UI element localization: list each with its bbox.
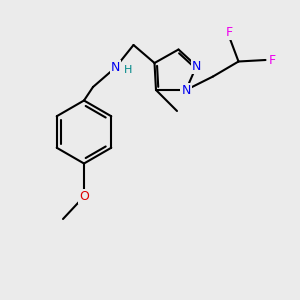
Text: N: N: [111, 61, 120, 74]
Text: O: O: [79, 190, 89, 203]
Text: N: N: [181, 83, 191, 97]
Text: N: N: [192, 59, 201, 73]
Text: F: F: [268, 53, 276, 67]
Text: H: H: [124, 65, 132, 75]
Text: F: F: [226, 26, 233, 39]
